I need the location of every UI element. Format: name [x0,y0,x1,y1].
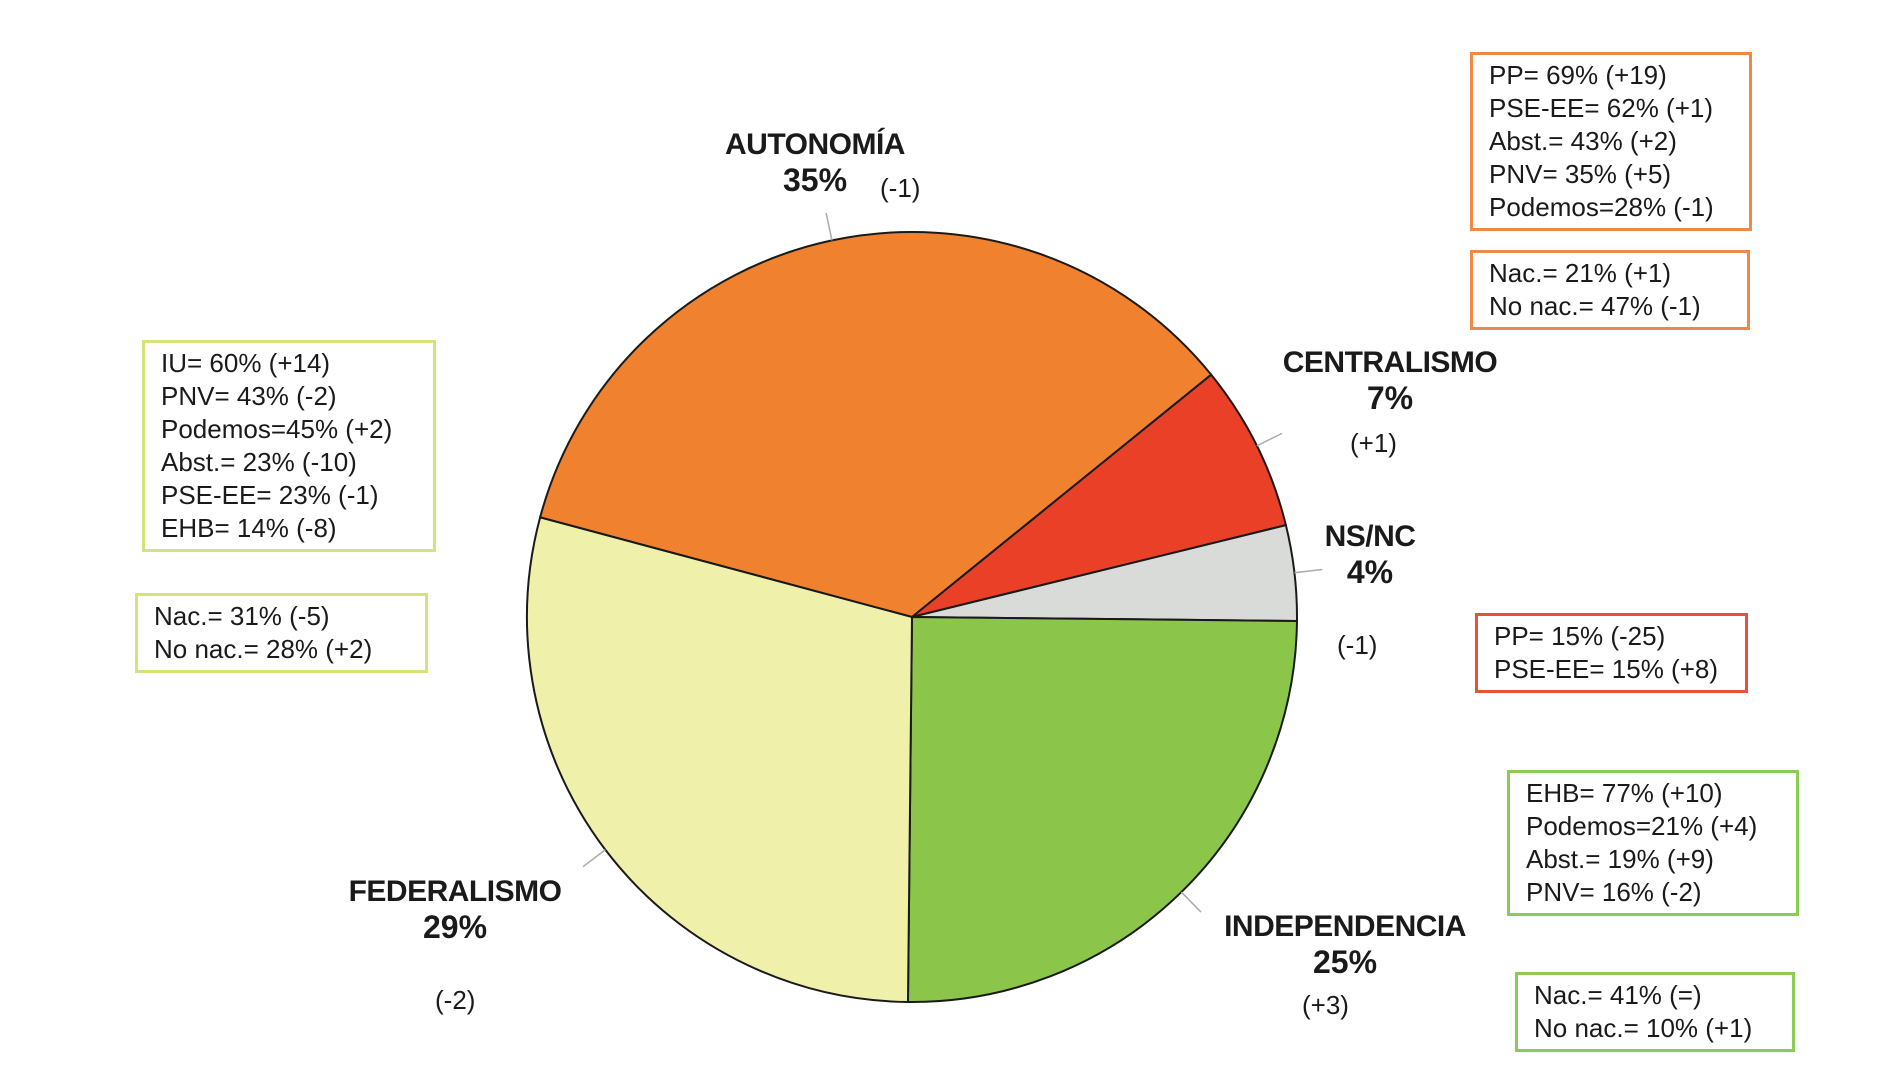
leader-line-autonomia [825,212,833,241]
slice-percent: 7% [1366,380,1414,416]
box-line: No nac.= 10% (+1) [1534,1013,1753,1043]
box-autonomia-nac: Nac.= 21% (+1) No nac.= 47% (-1) [1470,250,1750,330]
box-line: No nac.= 28% (+2) [154,634,373,664]
label-autonomia: AUTONOMÍA 35% [705,128,925,199]
label-federalismo: FEDERALISMO 29% [330,875,580,946]
box-line: PP= 69% (+19) [1489,60,1667,90]
box-line: Nac.= 21% (+1) [1489,258,1672,288]
slice-name: CENTRALISMO [1282,346,1498,379]
leader-line-nsnc [1294,568,1323,574]
box-line: Podemos=21% (+4) [1526,811,1758,841]
box-line: EHB= 14% (-8) [161,513,337,543]
slice-name: AUTONOMÍA [725,128,905,161]
box-federalismo-nac: Nac.= 31% (-5) No nac.= 28% (+2) [135,593,428,673]
box-line: PNV= 43% (-2) [161,381,337,411]
box-line: Nac.= 31% (-5) [154,601,330,631]
box-line: Nac.= 41% (=) [1534,980,1702,1010]
slice-percent: 35% [782,162,848,198]
change-nsnc: (-1) [1337,630,1378,660]
pie-slice-centralismo [911,373,1288,618]
slice-percent: 4% [1346,554,1394,590]
slice-name: FEDERALISMO [348,875,562,908]
slice-name: NS/NC [1324,520,1416,553]
box-line: Abst.= 19% (+9) [1526,844,1714,874]
box-line: PNV= 16% (-2) [1526,877,1702,907]
pie-slice-federalismo [526,516,914,1003]
box-line: Abst.= 43% (+2) [1489,126,1677,156]
box-line: PSE-EE= 62% (+1) [1489,93,1713,123]
label-independencia: INDEPENDENCIA 25% [1195,910,1495,981]
slice-percent: 29% [422,909,488,945]
pie-slice-independencia [906,615,1298,1003]
leader-line-independencia [1180,891,1202,913]
box-line: EHB= 77% (+10) [1526,778,1723,808]
change-autonomia: (-1) [880,173,921,203]
box-line: No nac.= 47% (-1) [1489,291,1701,321]
slice-percent: 25% [1312,944,1378,980]
label-nsnc: NS/NC 4% [1300,520,1440,591]
change-federalismo: (-2) [435,985,476,1015]
box-federalismo-parties: IU= 60% (+14) PNV= 43% (-2) Podemos=45% … [142,340,436,552]
box-line: PP= 15% (-25) [1494,621,1666,651]
leader-line-federalismo [582,849,606,868]
box-line: PSE-EE= 15% (+8) [1494,654,1718,684]
slice-name: INDEPENDENCIA [1224,910,1466,943]
box-autonomia-parties: PP= 69% (+19) PSE-EE= 62% (+1) Abst.= 43… [1470,52,1752,231]
change-centralismo: (+1) [1350,428,1397,458]
box-line: Podemos=28% (-1) [1489,192,1714,222]
leader-line-centralismo [1256,432,1283,447]
box-line: IU= 60% (+14) [161,348,331,378]
box-centralismo-parties: PP= 15% (-25) PSE-EE= 15% (+8) [1475,613,1748,693]
pie-slice-autonomia [538,231,1213,619]
label-centralismo: CENTRALISMO 7% [1265,346,1515,417]
box-line: PNV= 35% (+5) [1489,159,1672,189]
box-line: PSE-EE= 23% (-1) [161,480,379,510]
change-independencia: (+3) [1302,990,1349,1020]
box-independencia-parties: EHB= 77% (+10) Podemos=21% (+4) Abst.= 1… [1507,770,1799,916]
box-line: Podemos=45% (+2) [161,414,393,444]
box-line: Abst.= 23% (-10) [161,447,357,477]
box-independencia-nac: Nac.= 41% (=) No nac.= 10% (+1) [1515,972,1795,1052]
